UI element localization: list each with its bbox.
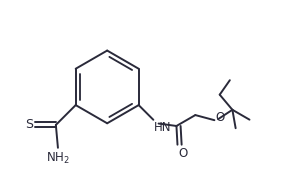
Text: S: S (25, 118, 33, 131)
Text: O: O (215, 111, 225, 124)
Text: O: O (178, 147, 187, 160)
Text: NH$_2$: NH$_2$ (46, 151, 70, 166)
Text: HN: HN (154, 121, 172, 134)
